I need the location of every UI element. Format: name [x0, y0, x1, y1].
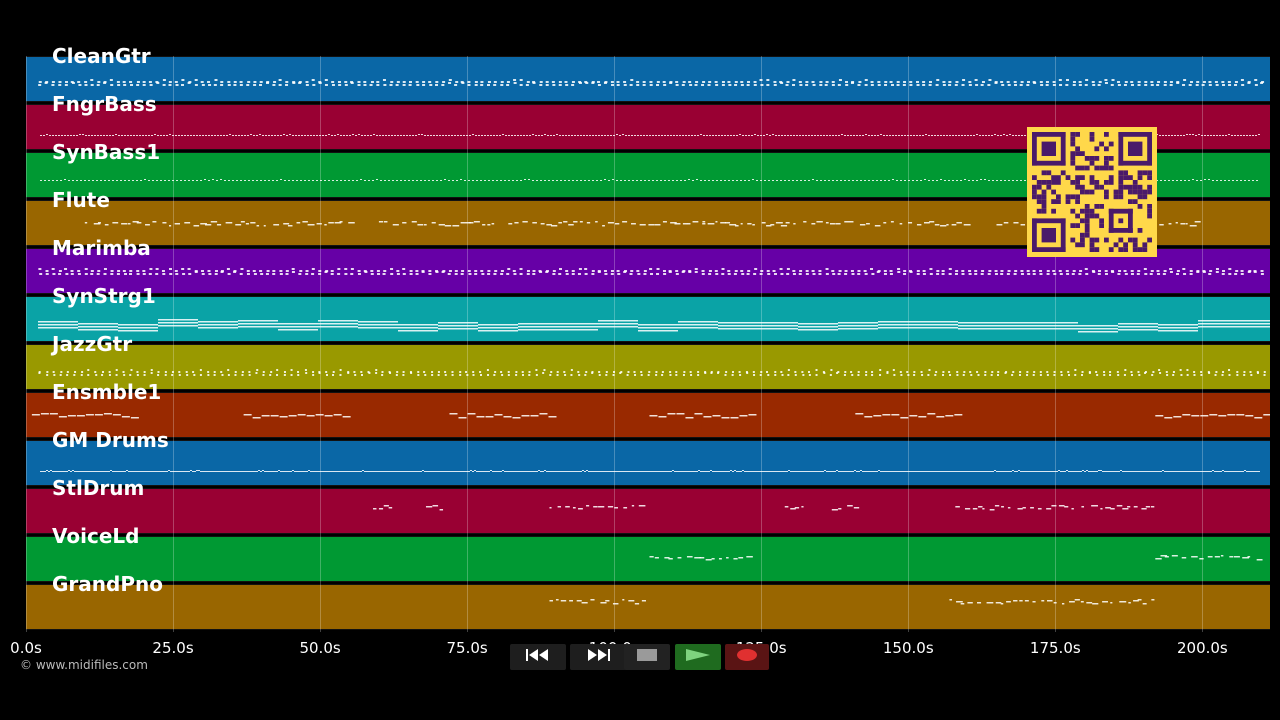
- track-notes: [373, 505, 1155, 511]
- record-icon: [736, 649, 758, 665]
- track-label: VoiceLd: [52, 524, 140, 548]
- time-tick-label: 50.0s: [299, 639, 341, 657]
- track-lane: [26, 56, 1270, 102]
- play-button[interactable]: [675, 644, 721, 670]
- track-notes: [38, 268, 1264, 275]
- record-button[interactable]: [725, 644, 769, 670]
- stop-button[interactable]: [624, 644, 670, 670]
- track-notes: [31, 413, 1270, 419]
- track-lane: [26, 440, 1270, 486]
- time-tick-label: 200.0s: [1176, 639, 1228, 657]
- time-tick-label: 175.0s: [1029, 639, 1081, 657]
- track-lane: [26, 488, 1270, 534]
- fast-forward-icon: [585, 648, 611, 666]
- track-label: SynStrg1: [52, 284, 156, 308]
- track-notes: [38, 369, 1266, 376]
- track-label: StlDrum: [52, 476, 145, 500]
- track-label: GrandPno: [52, 572, 163, 596]
- track-lane: [26, 296, 1270, 342]
- qr-code-icon: [1032, 132, 1152, 252]
- time-tick-label: 75.0s: [446, 639, 488, 657]
- track-notes: [38, 319, 1270, 333]
- track-label: GM Drums: [52, 428, 169, 452]
- fast-forward-button[interactable]: [570, 644, 626, 670]
- track-lane: [26, 344, 1270, 390]
- rewind-button[interactable]: [510, 644, 566, 670]
- track-label: CleanGtr: [52, 44, 151, 68]
- rewind-icon: [525, 648, 551, 666]
- stop-icon: [637, 649, 657, 665]
- play-icon: [685, 648, 711, 666]
- track-notes: [84, 221, 1201, 227]
- track-label: SynBass1: [52, 140, 161, 164]
- transport-controls: [510, 644, 770, 670]
- track-notes: [40, 470, 1260, 472]
- track-label: Marimba: [52, 236, 151, 260]
- time-tick-label: 0.0s: [10, 639, 42, 657]
- track-lane: [26, 584, 1270, 630]
- track-label: FngrBass: [52, 92, 157, 116]
- copyright-text: © www.midifiles.com: [20, 658, 148, 672]
- track-label: Ensmble1: [52, 380, 162, 404]
- track-label: Flute: [52, 188, 110, 212]
- qr-code[interactable]: [1027, 127, 1157, 257]
- time-tick-label: 25.0s: [152, 639, 194, 657]
- time-tick-label: 150.0s: [882, 639, 934, 657]
- track-lane: [26, 536, 1270, 582]
- track-lane: [26, 392, 1270, 438]
- track-notes: [549, 599, 1155, 605]
- track-notes: [38, 79, 1265, 86]
- track-label: JazzGtr: [52, 332, 133, 356]
- track-notes: [649, 555, 1263, 561]
